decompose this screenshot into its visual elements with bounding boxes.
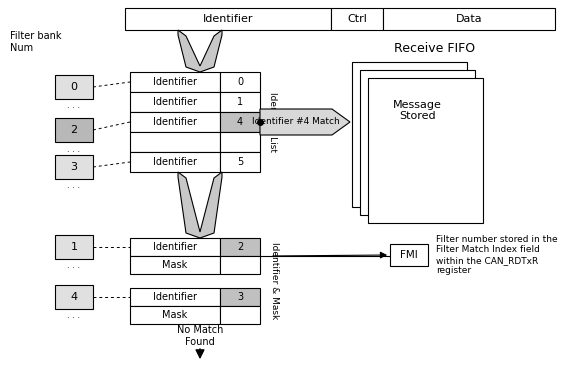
Bar xyxy=(130,112,220,132)
Bar xyxy=(125,8,331,30)
Bar xyxy=(331,8,383,30)
Text: 4: 4 xyxy=(70,292,78,302)
Text: . . .: . . . xyxy=(67,145,81,154)
Bar xyxy=(130,92,220,112)
Bar xyxy=(383,8,555,30)
Polygon shape xyxy=(178,172,222,238)
Text: Ctrl: Ctrl xyxy=(347,14,367,24)
Bar xyxy=(130,132,220,152)
Text: Identifier: Identifier xyxy=(153,292,197,302)
Text: Data: Data xyxy=(456,14,482,24)
Text: 3: 3 xyxy=(237,292,243,302)
Polygon shape xyxy=(178,30,222,72)
Text: 1: 1 xyxy=(237,97,243,107)
Bar xyxy=(220,306,260,324)
Bar xyxy=(55,118,93,142)
Bar xyxy=(220,152,260,172)
Text: Identifier: Identifier xyxy=(153,117,197,127)
Bar xyxy=(130,238,220,256)
Text: Mask: Mask xyxy=(162,260,188,270)
Bar xyxy=(360,70,475,215)
Bar xyxy=(55,235,93,259)
Bar xyxy=(130,288,220,306)
Bar xyxy=(368,78,483,223)
Text: Identifier & Mask: Identifier & Mask xyxy=(270,242,279,320)
Bar xyxy=(220,112,260,132)
Text: Message
Stored: Message Stored xyxy=(393,100,442,121)
Bar xyxy=(130,72,220,92)
Bar xyxy=(220,238,260,256)
Bar xyxy=(220,92,260,112)
Bar xyxy=(220,256,260,274)
Text: . . .: . . . xyxy=(67,311,81,320)
Text: Identifier: Identifier xyxy=(153,97,197,107)
Text: 2: 2 xyxy=(70,125,78,135)
Bar xyxy=(220,132,260,152)
Text: 5: 5 xyxy=(237,157,243,167)
Bar xyxy=(55,75,93,99)
Text: Identifier: Identifier xyxy=(153,242,197,252)
Text: . . .: . . . xyxy=(67,181,81,191)
Text: 0: 0 xyxy=(237,77,243,87)
Text: . . .: . . . xyxy=(67,261,81,270)
Text: Identifier: Identifier xyxy=(153,77,197,87)
Text: Filter number stored in the
Filter Match Index field
within the CAN_RDTxR
regist: Filter number stored in the Filter Match… xyxy=(436,235,558,275)
Text: . . .: . . . xyxy=(67,101,81,111)
Polygon shape xyxy=(260,109,350,135)
Bar xyxy=(130,152,220,172)
Bar xyxy=(130,256,220,274)
Text: 0: 0 xyxy=(70,82,78,92)
Text: Identifier: Identifier xyxy=(203,14,254,24)
Bar xyxy=(55,285,93,309)
Bar xyxy=(55,155,93,179)
Text: No Match
Found: No Match Found xyxy=(177,325,223,347)
Text: 2: 2 xyxy=(237,242,243,252)
Bar xyxy=(220,72,260,92)
Bar xyxy=(220,288,260,306)
Bar xyxy=(130,306,220,324)
Text: Identifier: Identifier xyxy=(153,157,197,167)
Text: Identifier #4 Match: Identifier #4 Match xyxy=(252,118,340,127)
Text: 1: 1 xyxy=(70,242,78,252)
Text: Mask: Mask xyxy=(162,310,188,320)
Bar xyxy=(352,62,467,207)
Text: FMI: FMI xyxy=(400,250,418,260)
Text: Filter bank
Num: Filter bank Num xyxy=(10,31,62,53)
Text: Identifier List: Identifier List xyxy=(267,92,276,152)
Text: 4: 4 xyxy=(237,117,243,127)
Text: Receive FIFO: Receive FIFO xyxy=(395,42,476,54)
Bar xyxy=(390,244,428,266)
Text: 3: 3 xyxy=(70,162,78,172)
